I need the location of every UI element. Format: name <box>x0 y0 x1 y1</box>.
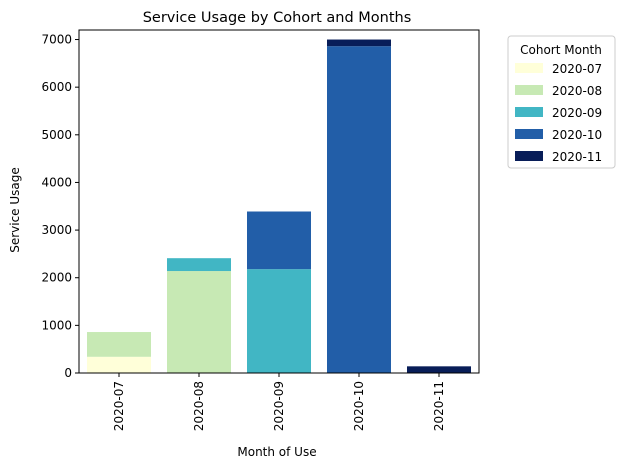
y-tick-label-3000: 3000 <box>41 223 72 237</box>
y-tick-label-4000: 4000 <box>41 175 72 189</box>
bar-segment-2020-11-2020-10 <box>327 39 391 47</box>
legend: Cohort Month 2020-07 2020-08 2020-09 2020-1… <box>507 35 616 169</box>
bar-segment-2020-07-2020-07 <box>87 356 151 373</box>
bar-segment-2020-08-2020-07 <box>87 332 151 357</box>
bar-segment-2020-10-2020-09 <box>247 211 311 270</box>
legend-label-2020-07: 2020-07 <box>552 62 602 76</box>
bar-segment-2020-09-2020-08 <box>167 258 231 272</box>
x-axis-label: Month of Use <box>237 445 316 459</box>
x-tick-label-2020-11: 2020-11 <box>432 381 446 431</box>
legend-label-2020-08: 2020-08 <box>552 84 602 98</box>
x-tick-label-2020-09: 2020-09 <box>272 381 286 431</box>
bar-segment-2020-08-2020-08 <box>167 271 231 373</box>
legend-swatch-2020-08 <box>515 85 543 95</box>
x-tick-label-2020-08: 2020-08 <box>192 381 206 431</box>
legend-label-2020-10: 2020-10 <box>552 128 602 142</box>
legend-swatch-2020-09 <box>515 107 543 117</box>
y-tick-label-1000: 1000 <box>41 318 72 332</box>
y-tick-label-0: 0 <box>64 366 72 380</box>
x-tick-label-2020-07: 2020-07 <box>112 381 126 431</box>
legend-swatch-2020-07 <box>515 63 543 73</box>
y-tick-label-2000: 2000 <box>41 271 72 285</box>
chart-title: Service Usage by Cohort and Months <box>143 10 412 26</box>
y-tick-label-7000: 7000 <box>41 33 72 47</box>
x-tick-label-2020-10: 2020-10 <box>352 381 366 431</box>
plot-area: 0 1000 2000 3000 4000 5000 6000 7000 2020-07 2020… <box>41 29 480 431</box>
bar-segment-2020-11-2020-11 <box>407 366 471 373</box>
legend-label-2020-11: 2020-11 <box>552 150 602 164</box>
y-tick-label-6000: 6000 <box>41 80 72 94</box>
y-tick-label-5000: 5000 <box>41 128 72 142</box>
legend-label-2020-09: 2020-09 <box>552 106 602 120</box>
legend-swatch-2020-10 <box>515 129 543 139</box>
y-axis-label: Service Usage <box>8 167 22 253</box>
bar-segment-2020-09-2020-09 <box>247 269 311 373</box>
bar-segment-2020-10-2020-10 <box>327 46 391 373</box>
legend-swatch-2020-11 <box>515 151 543 161</box>
legend-title: Cohort Month <box>520 43 602 57</box>
